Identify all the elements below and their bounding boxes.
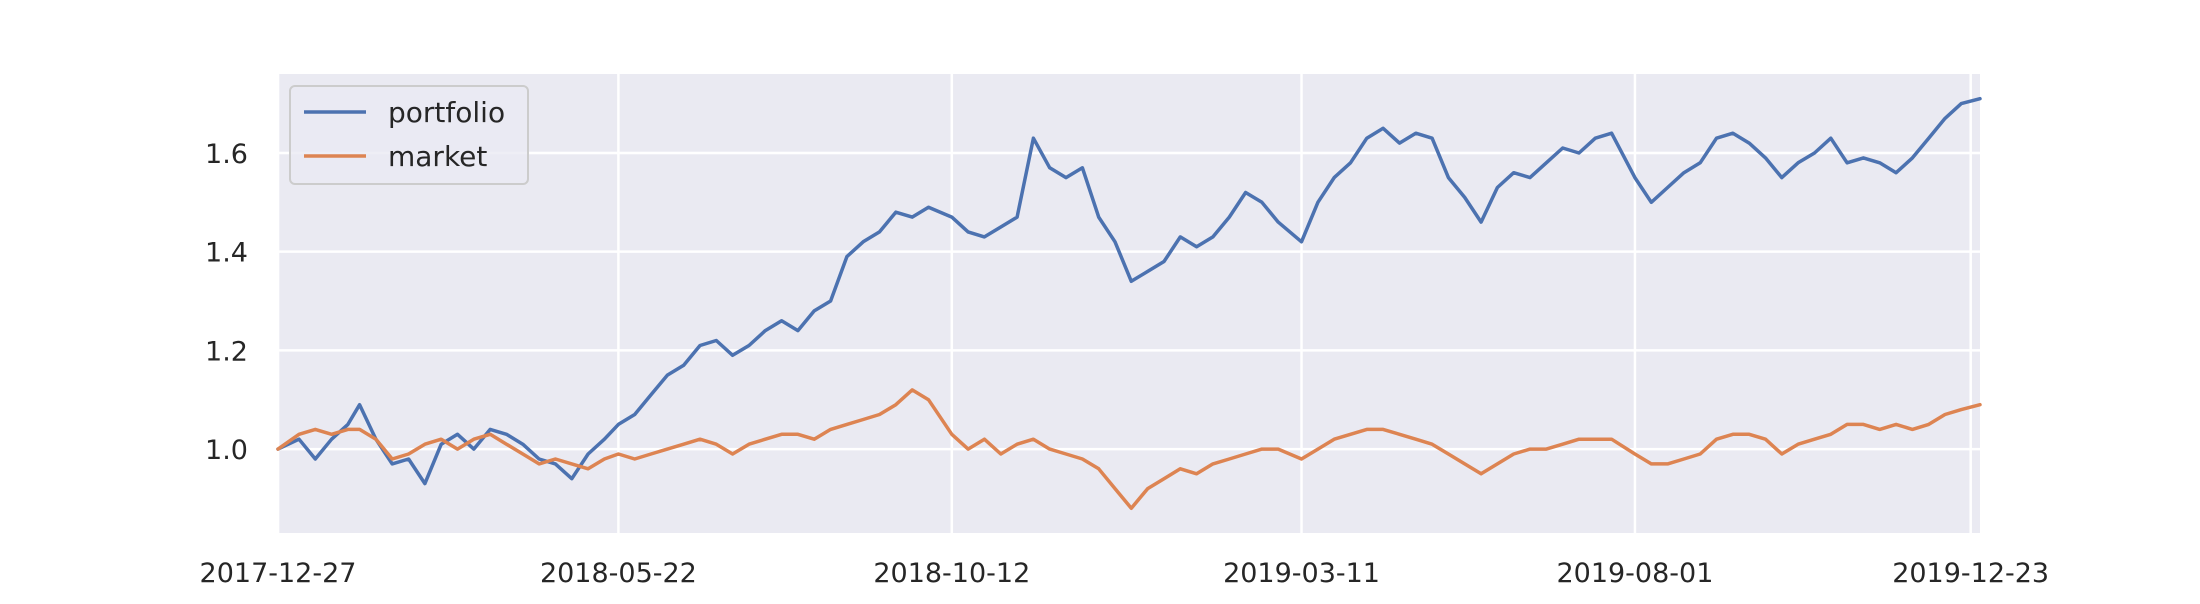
series-line-portfolio: [276, 96, 1982, 486]
x-tick-label: 2017-12-27: [200, 558, 357, 589]
x-tick-label: 2019-08-01: [1556, 558, 1713, 589]
series-line-market: [276, 388, 1982, 511]
y-tick-label: 1.2: [205, 336, 248, 367]
series-lines: [276, 96, 1982, 511]
y-tick-label: 1.6: [205, 139, 248, 170]
legend-label-portfolio: portfolio: [388, 96, 505, 129]
x-tick-label: 2018-10-12: [873, 558, 1030, 589]
x-tick-label: 2019-12-23: [1892, 558, 2049, 589]
x-tick-labels: 2017-12-27 2018-05-22 2018-10-12 2019-03-11…: [200, 558, 2050, 589]
y-tick-label: 1.4: [205, 238, 248, 269]
x-tick-label: 2019-03-11: [1223, 558, 1380, 589]
y-tick-label: 1.0: [205, 435, 248, 466]
legend: portfolio market: [289, 85, 529, 185]
x-gridlines: [276, 74, 1972, 533]
y-tick-labels: 1.0 1.2 1.4 1.6: [205, 139, 248, 466]
y-gridlines: [278, 151, 1980, 451]
plot-area: [278, 74, 1980, 533]
legend-label-market: market: [388, 140, 487, 173]
x-tick-label: 2018-05-22: [540, 558, 697, 589]
